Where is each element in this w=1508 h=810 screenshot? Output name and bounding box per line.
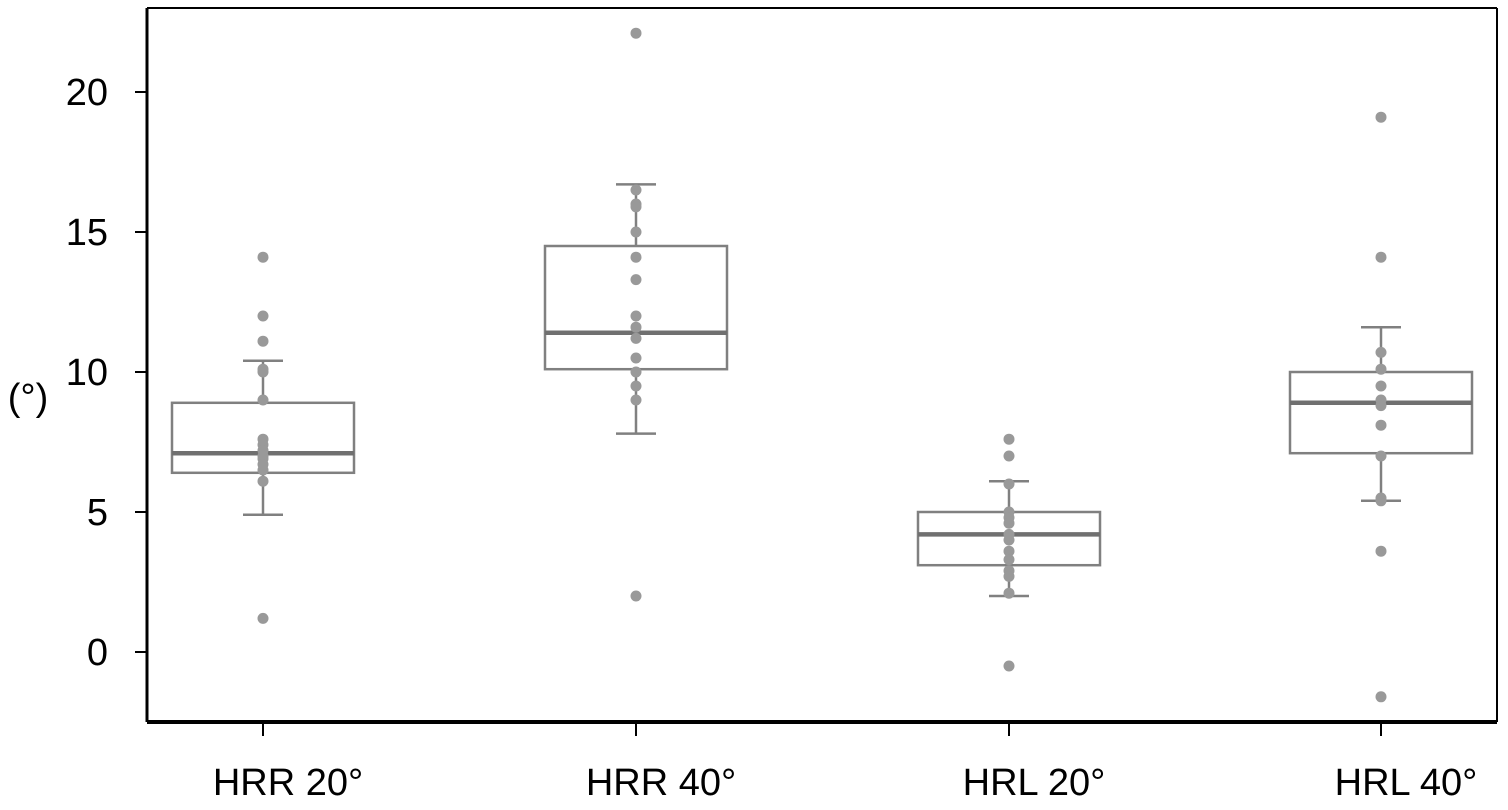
data-point [257, 335, 269, 347]
data-point [257, 366, 269, 378]
data-point [1375, 380, 1387, 392]
y-axis-label: (°) [8, 377, 49, 419]
data-point [1003, 554, 1015, 566]
x-tick-label: HRR 40° [586, 762, 736, 804]
data-point [1003, 478, 1015, 490]
data-point [257, 310, 269, 322]
data-point [630, 310, 642, 322]
data-point [1375, 495, 1387, 507]
data-point [1375, 400, 1387, 412]
data-point [630, 321, 642, 333]
data-point [257, 251, 269, 263]
data-point [630, 27, 642, 39]
x-tick-label: HRR 20° [213, 762, 363, 804]
data-point [1003, 450, 1015, 462]
y-tick-label: 10 [66, 352, 108, 394]
data-point [630, 380, 642, 392]
data-point [1375, 691, 1387, 703]
data-point [1375, 251, 1387, 263]
data-point [630, 251, 642, 263]
data-point [630, 184, 642, 196]
data-point [1375, 450, 1387, 462]
data-point [257, 464, 269, 476]
data-point [630, 332, 642, 344]
data-point [630, 226, 642, 238]
data-point [1003, 534, 1015, 546]
data-point [630, 352, 642, 364]
data-point [1003, 433, 1015, 445]
data-point [630, 590, 642, 602]
data-point [630, 366, 642, 378]
box-iqr [543, 244, 729, 371]
data-point [1375, 346, 1387, 358]
data-point [1003, 545, 1015, 557]
data-point [257, 475, 269, 487]
plot-area: 0 5 10 15 20 HRR 20° HRR 40° HRL 20° HRL 40° [66, 7, 1498, 804]
data-point [1375, 419, 1387, 431]
x-tick-label: HRL 40° [1335, 762, 1478, 804]
y-tick-label: 20 [66, 72, 108, 114]
data-point [1375, 363, 1387, 375]
data-point [1003, 570, 1015, 582]
y-tick-label: 0 [87, 632, 108, 674]
data-point [630, 394, 642, 406]
data-point [1003, 517, 1015, 529]
y-tick-label: 5 [87, 492, 108, 534]
x-tick-label: HRL 20° [963, 762, 1106, 804]
data-point [1375, 111, 1387, 123]
data-point [257, 394, 269, 406]
data-point [257, 612, 269, 624]
data-point [1003, 660, 1015, 672]
data-point [630, 274, 642, 286]
y-tick-label: 15 [66, 212, 108, 254]
data-point [630, 201, 642, 213]
data-point [1003, 587, 1015, 599]
data-point [1375, 545, 1387, 557]
